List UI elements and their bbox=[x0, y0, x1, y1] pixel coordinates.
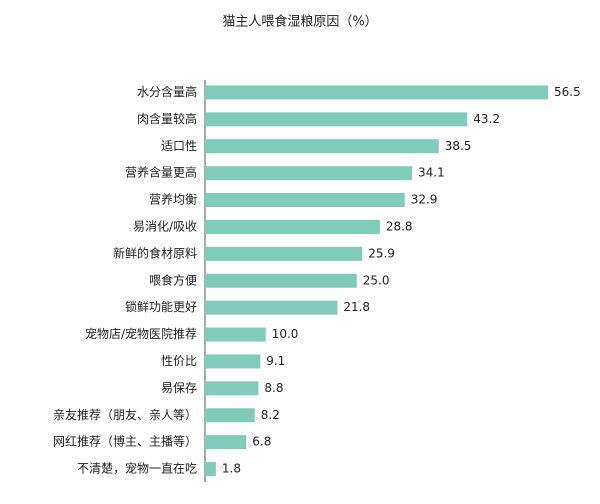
category-label: 营养含量更高 bbox=[125, 165, 197, 180]
category-label: 宠物店/宠物医院推荐 bbox=[85, 326, 197, 341]
category-label: 肉含量较高 bbox=[137, 111, 197, 126]
value-label: 1.8 bbox=[222, 462, 241, 476]
bar bbox=[205, 193, 405, 208]
category-label: 网红推荐（博主、主播等） bbox=[53, 434, 197, 449]
category-label: 性价比 bbox=[161, 354, 197, 368]
value-label: 6.8 bbox=[252, 435, 271, 449]
bar bbox=[205, 462, 216, 477]
category-label: 亲友推荐（朋友、亲人等） bbox=[53, 408, 197, 422]
value-label: 25.9 bbox=[368, 246, 395, 260]
value-label: 32.9 bbox=[411, 193, 438, 207]
category-label: 易消化/吸收 bbox=[133, 219, 197, 233]
bar bbox=[205, 327, 266, 342]
category-label: 新鲜的食材原料 bbox=[113, 245, 197, 260]
category-label: 适口性 bbox=[161, 139, 197, 153]
value-label: 34.1 bbox=[418, 166, 445, 180]
bar bbox=[205, 354, 261, 369]
bar bbox=[205, 112, 468, 127]
bar bbox=[205, 273, 357, 288]
value-label: 56.5 bbox=[554, 85, 581, 99]
value-label: 38.5 bbox=[445, 139, 472, 153]
chart-title: 猫主人喂食湿粮原因（%） bbox=[222, 14, 377, 30]
category-label: 营养均衡 bbox=[149, 192, 197, 207]
value-label: 43.2 bbox=[473, 112, 500, 126]
category-label: 不清楚，宠物一直在吃 bbox=[77, 461, 197, 476]
value-label: 21.8 bbox=[343, 300, 370, 314]
category-label: 水分含量高 bbox=[137, 84, 197, 99]
bar bbox=[205, 85, 548, 100]
bar bbox=[205, 246, 363, 261]
value-label: 28.8 bbox=[386, 219, 413, 233]
bar bbox=[205, 139, 439, 154]
bar bbox=[205, 408, 255, 423]
bar bbox=[205, 381, 259, 396]
bar bbox=[205, 435, 247, 450]
bar bbox=[205, 300, 338, 315]
category-label: 锁鲜功能更好 bbox=[125, 299, 197, 314]
value-label: 8.8 bbox=[264, 381, 283, 395]
value-label: 10.0 bbox=[272, 327, 299, 341]
category-label: 喂食方便 bbox=[149, 272, 197, 287]
value-label: 25.0 bbox=[363, 273, 390, 287]
bar bbox=[205, 166, 413, 181]
bar bbox=[205, 219, 380, 234]
category-label: 易保存 bbox=[161, 381, 197, 395]
value-label: 9.1 bbox=[266, 354, 285, 368]
value-label: 8.2 bbox=[261, 408, 280, 422]
